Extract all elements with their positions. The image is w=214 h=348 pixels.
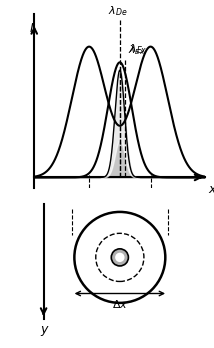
Circle shape	[115, 253, 125, 262]
Text: $\Delta x$: $\Delta x$	[112, 298, 128, 310]
Text: x: x	[208, 183, 214, 196]
Text: $\lambda_{Ex}$: $\lambda_{Ex}$	[129, 42, 148, 56]
Text: y: y	[40, 323, 47, 336]
Text: I: I	[30, 22, 34, 35]
Text: $\lambda_{Ex}$: $\lambda_{Ex}$	[128, 43, 145, 57]
Text: $\lambda_{De}$: $\lambda_{De}$	[107, 4, 127, 18]
Circle shape	[111, 249, 128, 266]
